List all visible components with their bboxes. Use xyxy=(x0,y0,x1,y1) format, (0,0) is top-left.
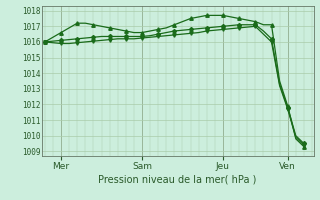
X-axis label: Pression niveau de la mer( hPa ): Pression niveau de la mer( hPa ) xyxy=(99,175,257,185)
